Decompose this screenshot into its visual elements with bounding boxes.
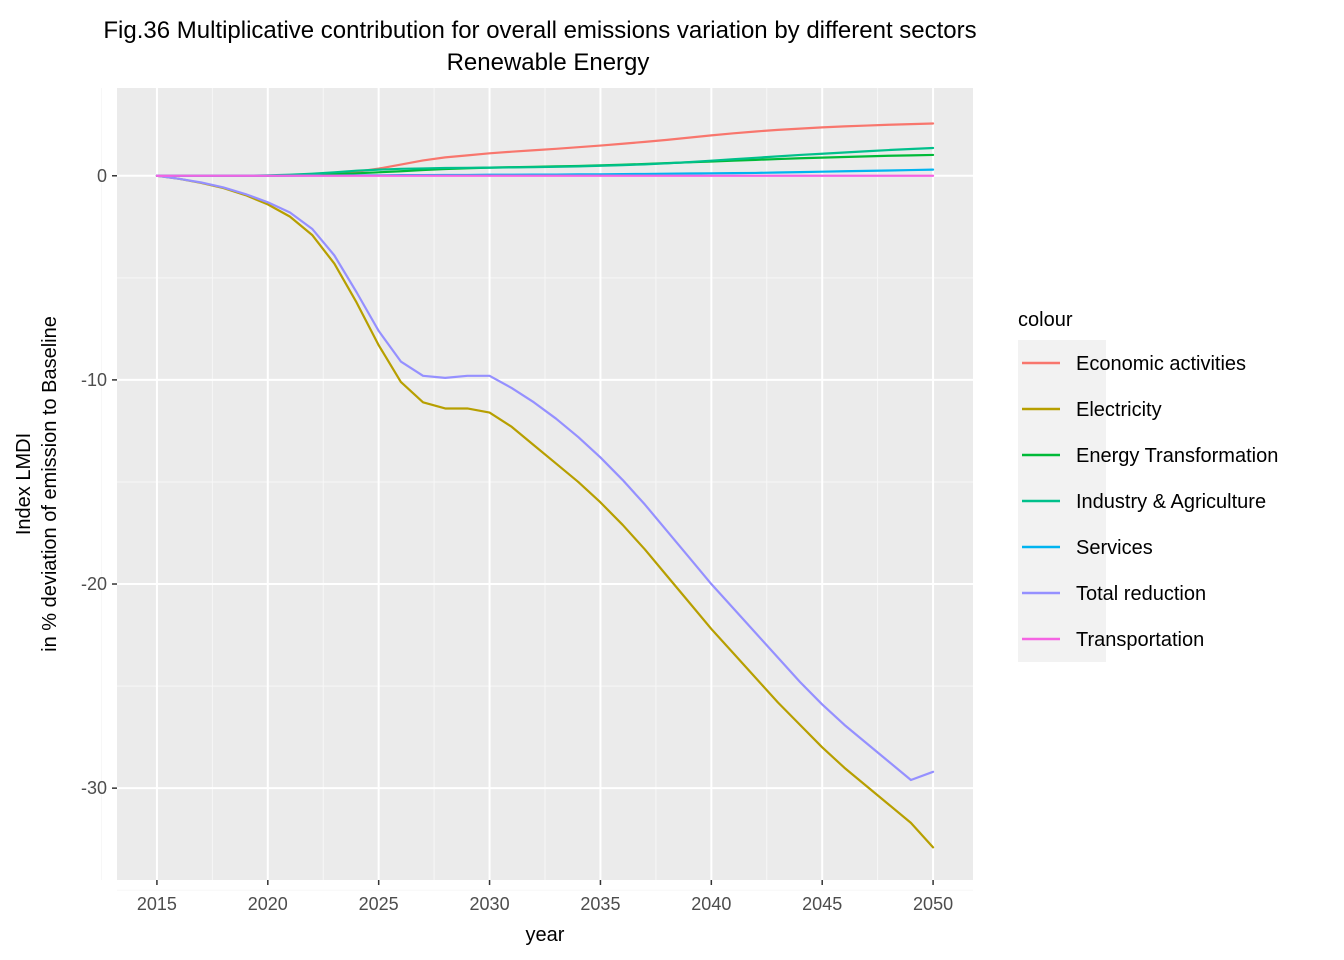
y-tick-label: -30 bbox=[81, 778, 107, 798]
y-tick-label: -20 bbox=[81, 574, 107, 594]
legend-label: Economic activities bbox=[1076, 353, 1246, 375]
x-tick-label: 2040 bbox=[691, 894, 731, 914]
x-tick-label: 2035 bbox=[580, 894, 620, 914]
x-tick-label: 2025 bbox=[359, 894, 399, 914]
legend-label: Services bbox=[1076, 537, 1153, 559]
x-tick-label: 2045 bbox=[802, 894, 842, 914]
legend-title: colour bbox=[1018, 309, 1073, 331]
grid-minor bbox=[100, 88, 973, 891]
legend-items: Economic activities Electricity Energy Tra… bbox=[1022, 353, 1278, 651]
series-lines bbox=[155, 122, 935, 849]
y-axis-title: Index LMDI in % deviation of emission to… bbox=[13, 316, 61, 652]
legend-label: Total reduction bbox=[1076, 583, 1206, 605]
x-axis-title: year bbox=[526, 924, 565, 946]
chart-title: Fig.36 Multiplicative contribution for o… bbox=[103, 17, 976, 44]
legend-label: Energy Transformation bbox=[1076, 445, 1278, 467]
legend: colour Economic activities Electricity Ene… bbox=[1018, 309, 1278, 662]
y-tick-label: 0 bbox=[97, 166, 107, 186]
y-axis-ticks: 0 -10 -20 -30 bbox=[81, 166, 117, 798]
y-tick-label: -10 bbox=[81, 370, 107, 390]
legend-label: Electricity bbox=[1076, 399, 1162, 421]
chart-subtitle: Renewable Energy bbox=[447, 49, 650, 76]
series-line-electricity bbox=[155, 174, 935, 849]
x-tick-label: 2030 bbox=[470, 894, 510, 914]
x-tick-label: 2020 bbox=[248, 894, 288, 914]
y-axis-title-line2: in % deviation of emission to Baseline bbox=[39, 316, 61, 652]
x-tick-label: 2050 bbox=[913, 894, 953, 914]
legend-label: Transportation bbox=[1076, 629, 1204, 651]
y-axis-title-line1: Index LMDI bbox=[13, 433, 35, 535]
legend-label: Industry & Agriculture bbox=[1076, 491, 1266, 513]
series-line-total-reduction bbox=[155, 174, 935, 782]
x-axis-ticks: 2015 2020 2025 2030 2035 2040 2045 2050 bbox=[137, 880, 953, 914]
x-tick-label: 2015 bbox=[137, 894, 177, 914]
